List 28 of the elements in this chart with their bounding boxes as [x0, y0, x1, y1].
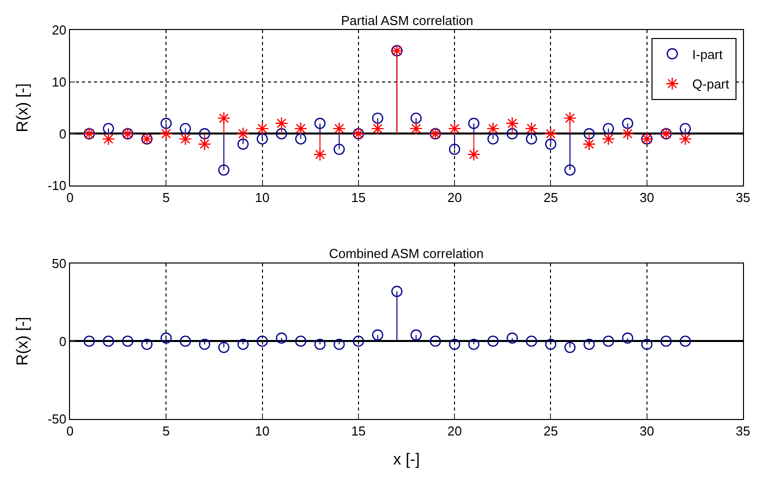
legend-label: I-part — [692, 46, 723, 62]
y-tick-label: -50 — [48, 412, 66, 427]
x-tick-label: 35 — [736, 424, 750, 439]
y-tick-label: 10 — [52, 74, 66, 90]
x-tick-label: 5 — [162, 424, 170, 439]
y-tick-label: 20 — [52, 22, 66, 38]
y-tick-label: 50 — [52, 256, 66, 271]
x-tick-label: 25 — [543, 424, 558, 439]
y-tick-label: -10 — [48, 178, 66, 194]
x-tick-label: 20 — [447, 424, 462, 439]
x-tick-label: 10 — [255, 424, 270, 439]
y-axis-title: R(x) [-] — [14, 316, 32, 366]
chart-title: Partial ASM correlation — [341, 13, 474, 28]
y-tick-label: 0 — [59, 334, 66, 349]
legend-label: Q-part — [692, 76, 730, 92]
x-tick-label: 15 — [351, 424, 366, 439]
x-tick-label: 5 — [162, 190, 170, 206]
x-tick-label: 15 — [351, 190, 366, 206]
x-tick-label: 10 — [255, 190, 270, 206]
x-tick-label: 25 — [543, 190, 558, 206]
chart-title: Combined ASM correlation — [329, 246, 484, 261]
x-tick-label: 35 — [736, 190, 750, 206]
x-tick-label: 30 — [640, 424, 654, 439]
y-axis-title: R(x) [-] — [14, 83, 32, 132]
x-axis-title: x [-] — [393, 451, 420, 468]
y-tick-label: 0 — [59, 126, 66, 142]
x-tick-label: 30 — [640, 190, 654, 206]
x-tick-label: 20 — [447, 190, 462, 206]
